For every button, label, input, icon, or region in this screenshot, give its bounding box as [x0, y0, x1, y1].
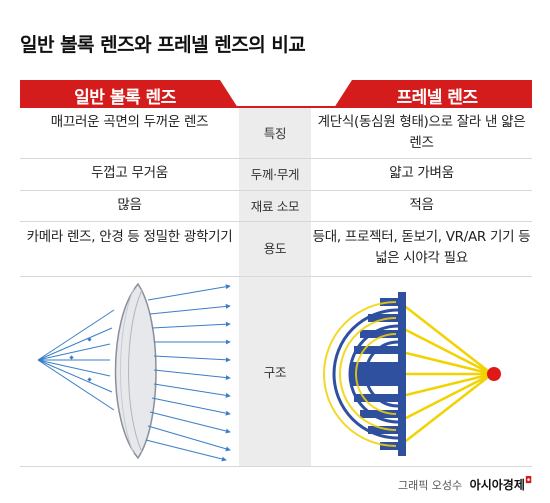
row-divider [20, 158, 532, 159]
feature-convex: 매끄러운 곡면의 두꺼운 렌즈 [50, 114, 209, 130]
row-divider [20, 221, 532, 222]
header-convex-lens: 일반 볼록 렌즈 [74, 88, 176, 108]
page-title: 일반 볼록 렌즈와 프레넬 렌즈의 비교 [20, 34, 306, 56]
usage-fresnel: 등대, 프로젝터, 돋보기, VR/AR 기기 등 넓은 시야각 필요 [312, 229, 531, 266]
label-feature: 특징 [263, 126, 287, 141]
usage-convex: 카메라 렌즈, 안경 등 정밀한 광학기기 [26, 229, 233, 245]
convex-lens-edge [128, 289, 143, 453]
feature-fresnel: 계단식(동심원 형태)으로 잘라 낸 얇은 렌즈 [317, 114, 526, 151]
convex-lens-diagram [37, 282, 231, 462]
footer-credit: 그래픽 오성수 아시아경제◘ [398, 476, 532, 493]
row-divider [20, 190, 532, 191]
focused-rays [401, 303, 493, 445]
refracted-rays [145, 284, 231, 462]
material-fresnel: 적음 [409, 197, 434, 213]
convex-lens-body [114, 282, 157, 460]
header-bar-shape [20, 80, 532, 108]
column-header-bar: 일반 볼록 렌즈 프레넬 렌즈 [20, 80, 532, 108]
header-fresnel-lens: 프레넬 렌즈 [396, 88, 478, 108]
graphic-credit: 그래픽 오성수 [397, 479, 463, 492]
label-structure: 구조 [263, 365, 287, 380]
row-divider [20, 276, 532, 277]
fresnel-lens-body [351, 292, 406, 456]
thickness-convex: 두껍고 무거움 [91, 165, 168, 181]
label-usage: 용도 [263, 241, 287, 256]
brand-logo: 아시아경제 [469, 478, 525, 492]
brand-mark-icon: ◘ [524, 476, 532, 486]
criteria-column [239, 108, 311, 466]
label-thickness: 두께·무게 [250, 167, 300, 182]
label-material: 재료 소모 [250, 199, 300, 214]
fresnel-lens-diagram [323, 292, 501, 456]
focal-point [487, 367, 501, 381]
table-bottom-divider [20, 466, 532, 467]
fresnel-rings [332, 308, 399, 440]
material-convex: 많음 [117, 197, 142, 213]
incident-rays [37, 309, 115, 411]
thickness-fresnel: 얇고 가벼움 [389, 165, 454, 181]
